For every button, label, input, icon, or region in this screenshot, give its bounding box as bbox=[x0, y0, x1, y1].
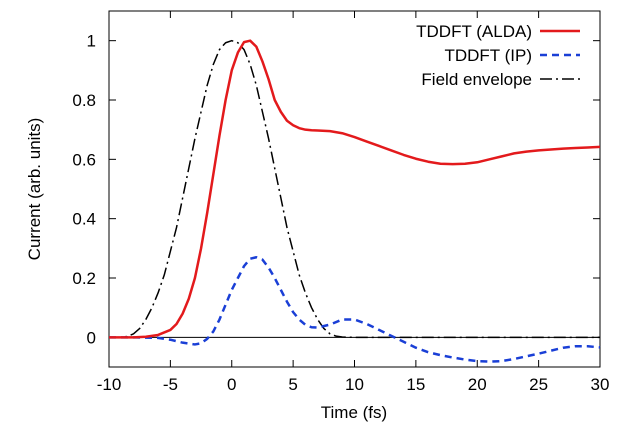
x-tick-label: 10 bbox=[345, 375, 364, 394]
x-tick-label: 25 bbox=[529, 375, 548, 394]
x-tick-label: -10 bbox=[97, 375, 122, 394]
y-axis-label: Current (arb. units) bbox=[25, 118, 44, 261]
x-tick-label: 5 bbox=[288, 375, 297, 394]
y-tick-label: 0.2 bbox=[72, 269, 96, 288]
legend-label-1: TDDFT (IP) bbox=[444, 46, 532, 65]
series-line-1 bbox=[109, 255, 601, 363]
x-tick-label: -5 bbox=[163, 375, 178, 394]
x-axis-ticks: -10 -5 0 5 10 15 20 25 30 bbox=[97, 11, 610, 394]
legend-label-0: TDDFT (ALDA) bbox=[416, 22, 532, 41]
y-tick-label: 1 bbox=[87, 32, 96, 51]
y-tick-label: 0 bbox=[87, 328, 96, 347]
x-axis-label: Time (fs) bbox=[321, 403, 387, 422]
y-tick-label: 0.4 bbox=[72, 210, 96, 229]
series-line-2 bbox=[109, 39, 600, 339]
x-tick-label: 30 bbox=[591, 375, 610, 394]
legend-label-2: Field envelope bbox=[421, 70, 532, 89]
legend: TDDFT (ALDA) TDDFT (IP) Field envelope bbox=[416, 22, 580, 89]
x-tick-label: 15 bbox=[406, 375, 425, 394]
y-tick-label: 0.8 bbox=[72, 91, 96, 110]
x-tick-label: 20 bbox=[468, 375, 487, 394]
series-layer bbox=[109, 39, 601, 363]
series-line-0 bbox=[109, 39, 601, 339]
y-axis-ticks: 0 0.2 0.4 0.6 0.8 1 bbox=[72, 32, 600, 347]
y-tick-label: 0.6 bbox=[72, 150, 96, 169]
x-tick-label: 0 bbox=[227, 375, 236, 394]
